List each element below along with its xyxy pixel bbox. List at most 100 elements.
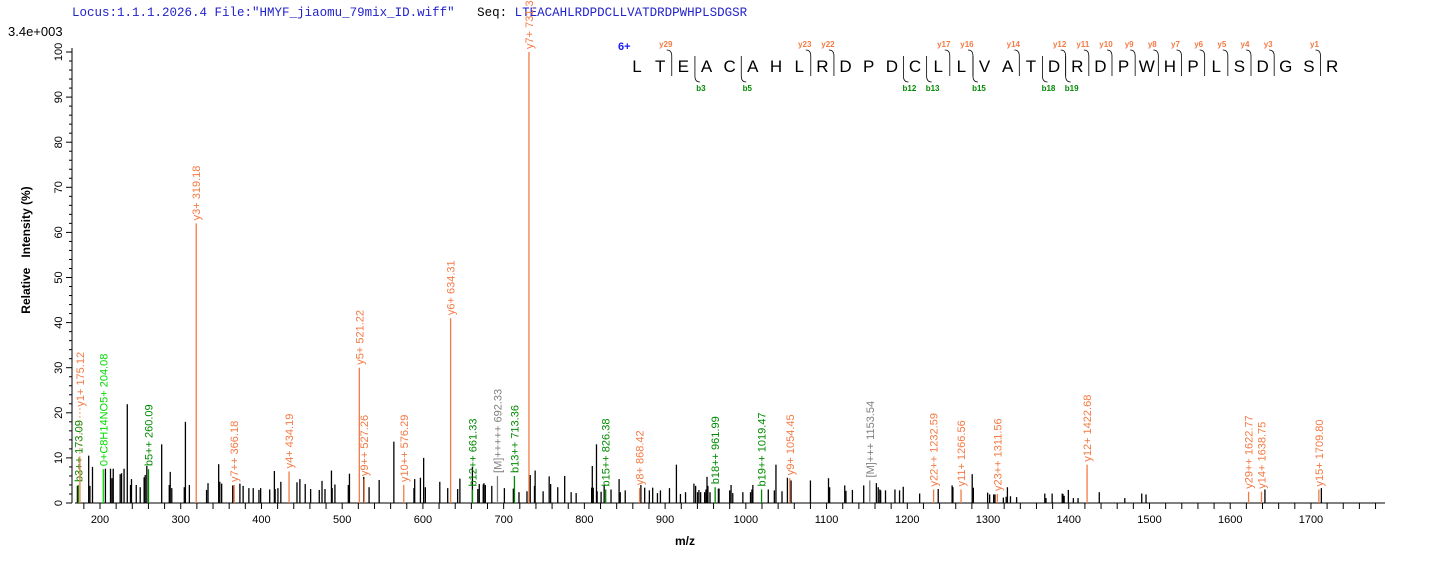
b-ion-label: b12: [903, 84, 917, 93]
y-ion-marker: [1106, 49, 1113, 76]
y-ion-label: y7: [1171, 40, 1180, 49]
spectrum-header: Locus:1.1.1.2026.4 File:"HMYF_jiaomu_79m…: [72, 6, 747, 20]
residue: L: [957, 57, 966, 76]
peak-label: b3++ 173.09: [73, 420, 85, 482]
y-tick-label: 30: [53, 362, 65, 374]
y-ion-marker: [828, 49, 835, 76]
peak-label: [M]+++++ 692.33: [492, 389, 504, 473]
residue: R: [1071, 57, 1083, 76]
residue: W: [1139, 57, 1155, 76]
y-ion-marker: [967, 49, 974, 76]
y-ion-marker: [1153, 49, 1159, 76]
residue: V: [979, 57, 991, 76]
y-ion-marker: [1199, 49, 1206, 76]
peak-label: b12++ 661.33: [467, 419, 479, 487]
y-ion-marker: [1060, 49, 1067, 76]
y-ion-label: y29: [659, 40, 673, 49]
b-ion-label: b13: [926, 84, 940, 93]
b-ion-marker: [740, 56, 747, 83]
b-ion-marker: [972, 56, 978, 83]
x-tick-label: 1400: [1057, 514, 1081, 526]
peak-label: y14+ 1638.75: [1257, 422, 1269, 489]
residue: G: [1279, 57, 1292, 76]
residue: C: [909, 57, 921, 76]
y-ion-marker: [1222, 49, 1229, 76]
peak-label: y9+ 1054.45: [785, 414, 797, 475]
y-ion-marker: [1245, 49, 1252, 76]
charge-label: 6+: [618, 41, 631, 53]
peak-label: y29++ 1622.77: [1244, 415, 1256, 488]
seq-label: Seq:: [477, 6, 508, 20]
peak-label: y23++ 1311.56: [992, 418, 1004, 491]
residue: S: [1234, 57, 1245, 76]
y-ion-label: y23: [798, 40, 812, 49]
y-ion-marker: [1315, 49, 1321, 76]
y-ion-label: y9: [1125, 40, 1134, 49]
peak-label: y12+ 1422.68: [1082, 395, 1094, 462]
peak-label: 0+C8H14NO5+ 204.08: [98, 354, 110, 467]
x-tick-label: 400: [252, 514, 270, 526]
residue: H: [1164, 57, 1176, 76]
y-tick-label: 90: [53, 91, 65, 103]
b-ion-label: b19: [1065, 84, 1079, 93]
y-ion-marker: [666, 49, 673, 76]
x-tick-label: 1100: [815, 514, 839, 526]
residue: R: [816, 57, 828, 76]
y-ion-label: y8: [1148, 40, 1157, 49]
residue: A: [1002, 57, 1014, 76]
b-ion-label: b3: [696, 84, 706, 93]
b-ion-marker: [1065, 56, 1071, 83]
y-tick-label: 60: [53, 226, 65, 238]
residue: T: [655, 57, 665, 76]
y-ion-label: y14: [1007, 40, 1021, 49]
residue: P: [1118, 57, 1129, 76]
residue: L: [632, 57, 641, 76]
peak-label: y4+ 434.19: [284, 414, 296, 469]
y-ion-marker: [1269, 49, 1275, 76]
axes: 200 300 400 500 600 700 800 900 1000 1100 1200 1300…: [53, 43, 1385, 526]
y-ion-label: y4: [1241, 40, 1250, 49]
x-tick-label: 700: [494, 514, 512, 526]
y-ion-label: y11: [1076, 40, 1089, 49]
y-ion-label: y10: [1099, 40, 1113, 49]
b-ion-marker: [926, 56, 932, 83]
y-axis-title: Relative Intensity (%): [19, 186, 33, 313]
y-tick-label: 50: [53, 271, 65, 283]
y-ion-marker: [805, 49, 812, 76]
x-tick-label: 600: [414, 514, 432, 526]
b-ion-marker: [694, 56, 700, 83]
b-ion-label: b15: [972, 84, 986, 93]
locus-text: Locus:1.1.1.2026.4: [72, 6, 208, 20]
b-ion-label: b18: [1042, 84, 1056, 93]
y-tick-label: 100: [53, 43, 65, 61]
b-ion-marker: [1042, 56, 1048, 83]
peak-label: y15+ 1709.80: [1314, 419, 1326, 486]
residue: D: [1094, 57, 1106, 76]
y-tick-label: 20: [53, 407, 65, 419]
residue: E: [678, 57, 689, 76]
x-tick-label: 1600: [1218, 514, 1242, 526]
y-ion-marker: [1014, 49, 1020, 76]
peaks: [76, 404, 1323, 503]
b-ion-label: b5: [743, 84, 753, 93]
y-ion-label: y5: [1217, 40, 1226, 49]
x-tick-label: 1300: [976, 514, 1000, 526]
y-ion-label: y22: [821, 40, 835, 49]
annotations: b3++ 173.09 y1+ 175.12 0+C8H14NO5+ 204.08 b…: [73, 0, 1326, 503]
residue: L: [1212, 57, 1221, 76]
y-tick-label: 70: [53, 181, 65, 193]
residue: H: [770, 57, 782, 76]
residue: D: [1048, 57, 1060, 76]
b-ion-marker: [903, 56, 909, 83]
peak-label: y7++ 366.18: [229, 421, 241, 482]
x-tick-label: 1200: [895, 514, 919, 526]
residue: P: [1187, 57, 1198, 76]
residue: A: [747, 57, 759, 76]
peak-label: y22++ 1232.59: [929, 413, 941, 486]
y-ion-label: y1: [1310, 40, 1319, 49]
sequence-text: LTEACAHLRDPDCLLVATDRDPWHPLSDGSR: [514, 6, 748, 20]
residue: L: [933, 57, 942, 76]
peak-label: b5++ 260.09: [144, 404, 156, 466]
